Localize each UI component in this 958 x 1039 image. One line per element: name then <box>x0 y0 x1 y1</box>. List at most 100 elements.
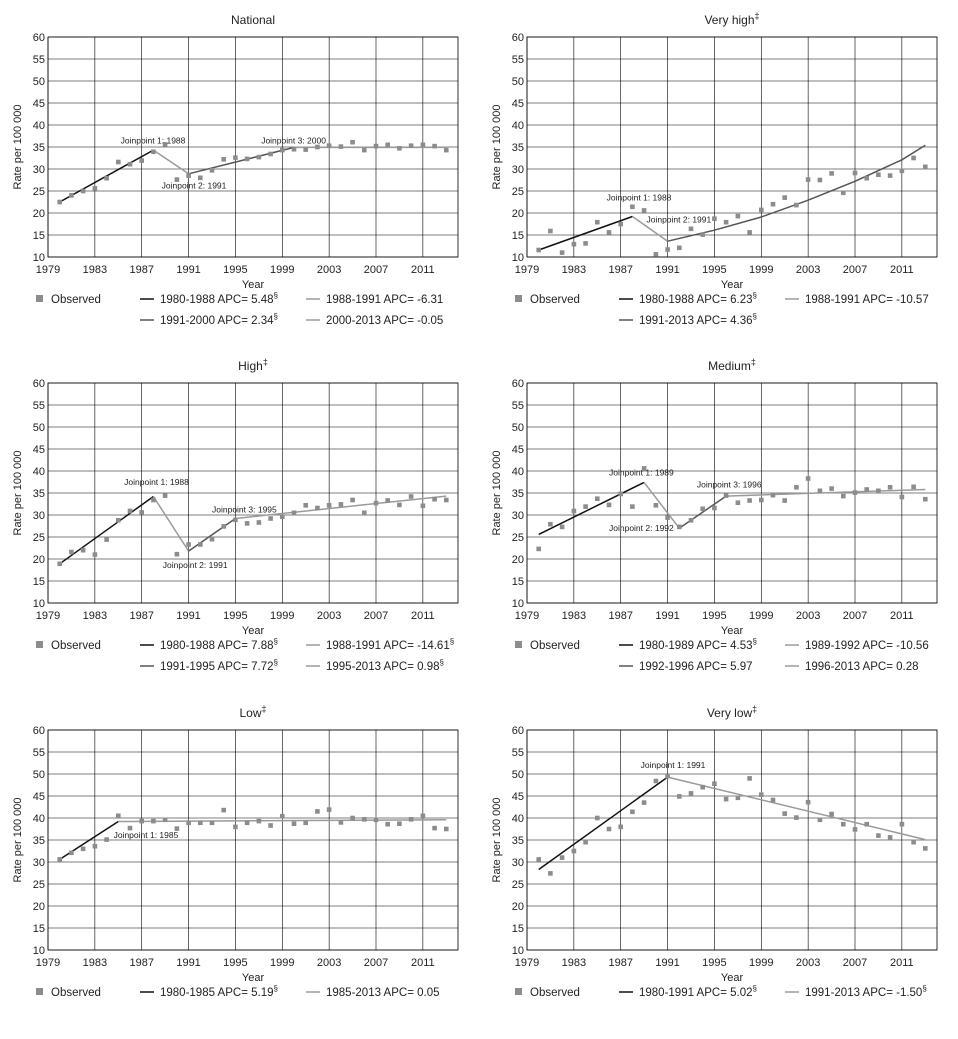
y-tick-label: 45 <box>33 444 45 456</box>
observed-point <box>385 821 390 827</box>
legend-segment-text: 1988-1991 APC= -14.61 <box>326 640 450 652</box>
x-tick-label: 2003 <box>317 957 341 969</box>
x-tick-label: 1987 <box>129 610 153 622</box>
observed-point <box>665 515 670 520</box>
y-axis-label: Rate per 100 000 <box>12 450 24 535</box>
legend-segment-text: 2000-2013 APC= -0.05 <box>326 315 443 327</box>
observed-point <box>864 175 869 181</box>
x-tick-label: 2011 <box>411 264 435 276</box>
observed-point <box>280 147 285 153</box>
observed-point <box>887 173 893 178</box>
y-tick-label: 30 <box>33 510 45 522</box>
y-tick-label: 15 <box>33 576 45 588</box>
legend-segment-label: 1988-1991 APC= -14.61§ <box>326 637 454 652</box>
observed-point <box>536 857 541 862</box>
observed-point <box>268 516 273 521</box>
observed-point <box>618 491 623 497</box>
observed-point <box>362 510 367 516</box>
chart-title-sup: ‡ <box>262 704 267 714</box>
observed-point <box>408 817 414 822</box>
y-tick-label: 20 <box>512 554 524 566</box>
grid <box>526 382 938 604</box>
observed-point <box>303 503 308 508</box>
legend-segment-sup: § <box>753 312 757 321</box>
observed-point <box>677 524 682 530</box>
plot-frame <box>47 382 459 604</box>
observed-point <box>397 502 402 508</box>
observed-point <box>641 800 647 805</box>
observed-point <box>829 486 834 491</box>
legend-segment-label: 1991-2013 APC= 4.36§ <box>639 312 757 327</box>
grid <box>47 382 459 604</box>
observed-point <box>723 493 729 498</box>
legend-observed-marker <box>515 988 522 995</box>
y-tick-label: 10 <box>33 598 45 610</box>
trend-segment-3 <box>667 144 926 242</box>
observed-point <box>735 795 741 801</box>
observed-point <box>630 809 635 815</box>
y-tick-label: 50 <box>512 76 524 88</box>
observed-point <box>221 157 226 162</box>
chart-title-text: Medium <box>708 359 751 373</box>
observed-point <box>57 199 62 205</box>
grid <box>526 36 938 258</box>
legend-segment-label: 1980-1985 APC= 5.19§ <box>160 984 278 999</box>
observed-point <box>899 494 905 500</box>
observed-point <box>315 809 320 814</box>
observed-point <box>397 146 402 151</box>
observed-point <box>688 226 694 232</box>
observed-point <box>618 221 623 227</box>
x-tick-label: 2007 <box>843 264 867 276</box>
observed-point <box>151 149 156 155</box>
x-tick-label: 1991 <box>655 957 679 969</box>
chart-svg: Low‡ 10 15 20 25 30 35 40 45 50 55 60 1979 1983 1987 19… <box>12 704 459 999</box>
chart-svg: Medium‡ 10 15 20 25 30 35 40 45 50 55 60 1979 1983 198… <box>491 357 938 673</box>
x-tick-label: 1999 <box>749 610 773 622</box>
observed-point <box>548 871 553 876</box>
y-tick-label: 35 <box>512 835 524 847</box>
observed-point <box>198 542 203 547</box>
x-tick-label: 2007 <box>364 264 388 276</box>
x-tick-label: 1995 <box>223 957 247 969</box>
y-tick-label: 50 <box>33 76 45 88</box>
x-tick-label: 1995 <box>702 957 726 969</box>
legend-segment-label: 1992-1996 APC= 5.97 <box>639 661 753 673</box>
x-axis-label: Year <box>242 972 265 984</box>
observed-point <box>291 146 297 152</box>
plot-frame <box>526 36 938 258</box>
legend-segment-label: 1980-1991 APC= 5.02§ <box>639 984 757 999</box>
legend-segment-sup: § <box>753 984 757 993</box>
y-tick-label: 10 <box>512 598 524 610</box>
x-tick-label: 2011 <box>890 264 914 276</box>
observed-point <box>583 839 588 845</box>
observed-point <box>444 826 449 832</box>
observed-point <box>641 466 647 471</box>
x-tick-label: 1979 <box>36 610 60 622</box>
y-tick-label: 20 <box>512 901 524 913</box>
observed-point <box>209 820 215 826</box>
observed-point <box>104 837 109 842</box>
trend-segment-3 <box>188 517 236 552</box>
legend-segment-text: 1991-2013 APC= -1.50 <box>805 987 922 999</box>
legend-segment-label: 1985-2013 APC= 0.05 <box>326 987 440 999</box>
observed-point <box>688 791 694 796</box>
observed-point <box>174 551 180 557</box>
x-tick-label: 1991 <box>176 957 200 969</box>
chart-panel-medium: Medium‡ 10 15 20 25 30 35 40 45 50 55 60 1979 1983 198… <box>479 346 958 692</box>
observed-point <box>92 552 98 557</box>
observed-point <box>373 817 379 823</box>
observed-point <box>618 824 623 830</box>
joinpoint-annotation: Joinpoint 1: 1985 <box>114 830 179 840</box>
observed-point <box>723 219 729 225</box>
observed-point <box>127 508 133 514</box>
trend-segment-1 <box>538 776 669 871</box>
observed-point <box>162 142 168 147</box>
chart-title-sup: ‡ <box>751 357 756 367</box>
observed-point <box>630 504 635 509</box>
x-tick-label: 1991 <box>655 264 679 276</box>
observed-point <box>291 510 297 516</box>
y-tick-label: 10 <box>512 945 524 957</box>
x-tick-label: 1979 <box>515 610 539 622</box>
x-tick-label: 1983 <box>562 957 586 969</box>
observed-point <box>747 498 752 503</box>
